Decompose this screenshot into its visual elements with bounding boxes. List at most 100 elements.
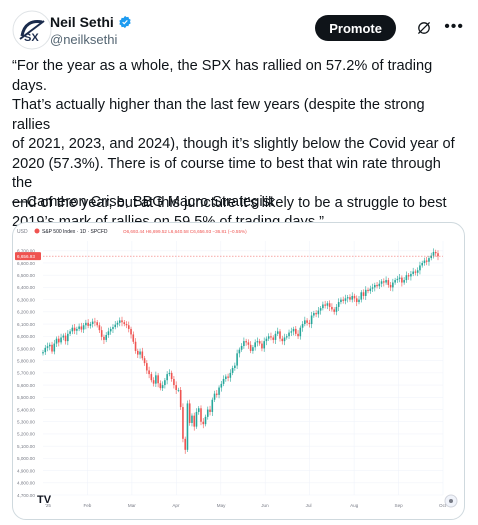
x-tick-label: '25: [45, 503, 51, 508]
y-tick-label: 5,500.00: [17, 395, 35, 400]
candle: [182, 403, 184, 443]
y-tick-label: 6,700.00: [17, 249, 35, 254]
x-tick-label: May: [217, 503, 226, 508]
candle: [159, 380, 162, 391]
candle: [107, 327, 110, 338]
author-name-row: Neil Sethi: [50, 14, 132, 30]
candle: [281, 335, 284, 345]
candle: [385, 276, 387, 285]
candlestick-chart: 6,700.00 6,600.00 6,500.00 6,400.00 6,300.00…: [15, 228, 458, 508]
y-tick-label: 6,600.00: [17, 261, 35, 266]
candle: [94, 317, 96, 327]
candle: [216, 389, 218, 398]
ohlc-readout: O6,693.44 H6,699.52 L6,640.58 C6,656.93 …: [123, 229, 247, 234]
y-tick-label: 4,700.00: [17, 493, 35, 498]
candle: [157, 373, 159, 388]
candle: [218, 385, 220, 399]
settings-icon[interactable]: [444, 494, 458, 508]
avatar[interactable]: SX: [12, 10, 52, 50]
y-tick-label: 6,300.00: [17, 297, 35, 302]
candle: [202, 418, 205, 429]
candle: [256, 337, 259, 347]
candle: [236, 349, 238, 369]
tweet-line: That’s actually higher than the last few…: [12, 97, 425, 133]
y-tick-label: 5,200.00: [17, 432, 35, 437]
candle: [288, 329, 290, 340]
candle: [62, 333, 65, 341]
candle: [155, 371, 157, 388]
candle: [53, 339, 56, 355]
candle: [285, 334, 288, 340]
candle: [98, 322, 101, 333]
x-tick-label: Jul: [306, 503, 312, 508]
chart-image[interactable]: 6,700.00 6,600.00 6,500.00 6,400.00 6,300.00…: [12, 222, 465, 520]
candle: [360, 290, 363, 303]
price-tag: [15, 252, 41, 261]
candle: [238, 347, 241, 358]
candle: [141, 347, 144, 361]
candle: [96, 320, 98, 328]
candle: [193, 412, 196, 431]
candle: [261, 340, 263, 352]
candle: [118, 317, 121, 327]
candle: [252, 345, 254, 354]
candle: [80, 322, 83, 333]
x-tick-label: Jun: [261, 503, 269, 508]
candle: [87, 319, 89, 329]
candle: [161, 381, 164, 391]
avatar-text: SX: [24, 32, 39, 44]
author-handle[interactable]: @neilksethi: [50, 32, 118, 47]
candle: [425, 256, 428, 266]
candle: [197, 406, 200, 415]
tweet-header: SX Neil Sethi @neilksethi Promote •••: [12, 10, 470, 54]
y-tick-label: 6,500.00: [17, 273, 35, 278]
candle: [340, 297, 342, 305]
candle: [48, 342, 51, 351]
candle: [127, 321, 130, 333]
more-icon[interactable]: •••: [444, 18, 464, 35]
candle: [398, 273, 401, 283]
candle: [376, 282, 378, 289]
x-tick-label: Sep: [395, 503, 404, 508]
candle: [274, 330, 277, 344]
candle: [421, 260, 423, 268]
candle: [319, 305, 322, 315]
candle: [234, 362, 236, 371]
verified-badge-icon: [119, 15, 131, 29]
candle: [191, 413, 193, 427]
candle: [112, 324, 114, 333]
candle: [125, 321, 128, 329]
candle: [132, 331, 135, 344]
candle: [91, 318, 94, 328]
candle: [85, 319, 87, 330]
candle: [175, 381, 177, 395]
candle: [326, 301, 329, 310]
candle: [213, 390, 216, 402]
author-name[interactable]: Neil Sethi: [50, 14, 114, 30]
grok-icon[interactable]: [416, 20, 432, 36]
candle: [416, 267, 419, 277]
candle: [407, 272, 410, 280]
candle: [283, 333, 286, 346]
candle: [324, 300, 326, 309]
promote-button[interactable]: Promote: [315, 15, 396, 41]
tradingview-logo: TV: [37, 494, 52, 506]
candle: [378, 280, 381, 289]
candle: [434, 249, 437, 257]
y-tick-label: 5,600.00: [17, 383, 35, 388]
candle: [317, 306, 320, 318]
candle: [152, 377, 155, 387]
candle: [272, 335, 275, 344]
candle: [437, 250, 439, 261]
x-tick-label: Feb: [83, 503, 91, 508]
candle: [225, 374, 227, 382]
candle: [55, 336, 58, 347]
candle: [227, 373, 229, 382]
candle: [290, 327, 293, 337]
candle: [337, 298, 340, 311]
candle: [322, 301, 324, 311]
candle: [254, 339, 256, 351]
candle: [209, 405, 211, 416]
candle: [220, 380, 223, 392]
candle: [367, 287, 369, 294]
